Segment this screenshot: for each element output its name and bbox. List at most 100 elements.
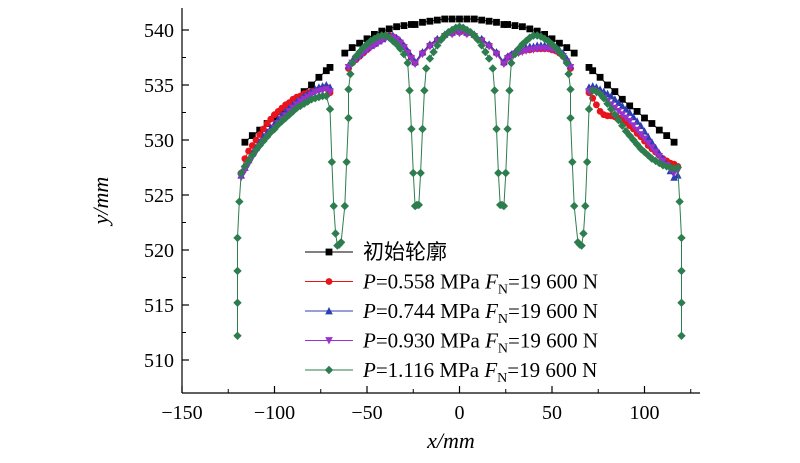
legend-label: P=1.116 MPa FN=19 600 N xyxy=(362,358,597,386)
data-point xyxy=(533,31,542,40)
data-point xyxy=(603,99,612,108)
data-point xyxy=(248,142,256,149)
data-point xyxy=(568,157,577,167)
data-point xyxy=(433,16,441,24)
data-point xyxy=(240,162,250,171)
data-point xyxy=(426,43,434,51)
data-point xyxy=(518,40,527,49)
data-point xyxy=(418,50,427,59)
data-point xyxy=(614,116,623,125)
legend-marker xyxy=(325,307,333,315)
data-point xyxy=(614,108,623,116)
data-point xyxy=(519,23,526,31)
data-point xyxy=(673,163,682,172)
data-point xyxy=(233,331,242,340)
data-point xyxy=(233,266,242,276)
data-point xyxy=(425,54,435,63)
data-point xyxy=(644,139,652,148)
data-point xyxy=(342,157,351,167)
series-5 xyxy=(233,22,686,340)
data-point xyxy=(548,35,556,43)
data-point xyxy=(625,117,634,126)
data-point xyxy=(341,49,349,57)
data-point xyxy=(551,43,560,52)
data-point xyxy=(252,136,260,144)
data-point xyxy=(622,114,630,122)
data-point xyxy=(618,101,627,110)
data-point xyxy=(556,39,563,47)
data-point xyxy=(507,58,516,68)
data-point xyxy=(409,168,418,178)
data-point xyxy=(322,91,331,101)
data-point xyxy=(414,200,423,210)
data-point xyxy=(526,25,534,33)
y-tick-label: 520 xyxy=(144,240,174,262)
data-point xyxy=(411,21,419,28)
data-point xyxy=(463,15,471,23)
data-point xyxy=(488,64,497,73)
x-tick-label: 100 xyxy=(630,402,660,424)
y-tick-label: 535 xyxy=(144,75,174,97)
data-point xyxy=(378,37,386,45)
data-point xyxy=(416,168,425,178)
data-point xyxy=(344,85,353,94)
data-point xyxy=(637,131,645,139)
series-1 xyxy=(241,15,678,146)
data-point xyxy=(611,104,619,113)
data-point xyxy=(579,229,588,238)
data-point xyxy=(677,233,686,243)
data-point xyxy=(593,101,600,109)
data-point xyxy=(596,73,604,81)
data-point xyxy=(577,241,586,250)
data-point xyxy=(558,52,568,61)
data-point xyxy=(651,148,660,157)
data-point xyxy=(504,21,511,28)
data-point xyxy=(371,31,378,38)
data-point xyxy=(677,331,686,340)
data-point xyxy=(256,131,264,138)
data-point xyxy=(648,120,656,127)
data-point xyxy=(521,36,531,46)
data-point xyxy=(374,39,382,48)
data-point xyxy=(327,157,337,167)
data-point xyxy=(244,156,253,166)
data-point xyxy=(351,52,361,61)
data-point xyxy=(503,124,512,134)
data-point xyxy=(362,40,372,49)
data-point xyxy=(411,60,419,69)
data-point xyxy=(307,95,316,104)
legend-marker xyxy=(324,365,334,375)
data-point xyxy=(540,34,549,43)
data-point xyxy=(326,88,334,96)
data-point xyxy=(618,111,627,119)
data-point xyxy=(356,39,363,47)
data-point xyxy=(248,132,256,139)
data-point xyxy=(662,162,671,171)
data-point xyxy=(326,64,334,71)
x-axis-title: x/mm xyxy=(426,428,475,453)
x-tick-label: 0 xyxy=(455,402,465,424)
data-point xyxy=(670,173,678,181)
data-point xyxy=(370,42,379,50)
data-point xyxy=(429,47,438,57)
data-point xyxy=(308,81,315,89)
data-point xyxy=(610,110,620,119)
data-point xyxy=(235,197,244,206)
data-point xyxy=(611,88,619,95)
legend-marker xyxy=(325,337,333,345)
legend-item-5: P=1.116 MPa FN=19 600 N xyxy=(305,358,597,386)
legend-marker xyxy=(325,278,333,285)
data-point xyxy=(500,21,508,28)
x-tick-label: −50 xyxy=(351,402,382,424)
data-point xyxy=(426,17,434,25)
data-point xyxy=(633,126,641,135)
data-point xyxy=(641,114,648,122)
data-point xyxy=(636,144,645,153)
x-tick-label: −100 xyxy=(254,402,295,424)
y-tick-label: 515 xyxy=(144,295,174,317)
data-point xyxy=(640,135,649,143)
data-point xyxy=(666,163,675,172)
data-point xyxy=(484,54,494,63)
data-point xyxy=(336,238,346,247)
